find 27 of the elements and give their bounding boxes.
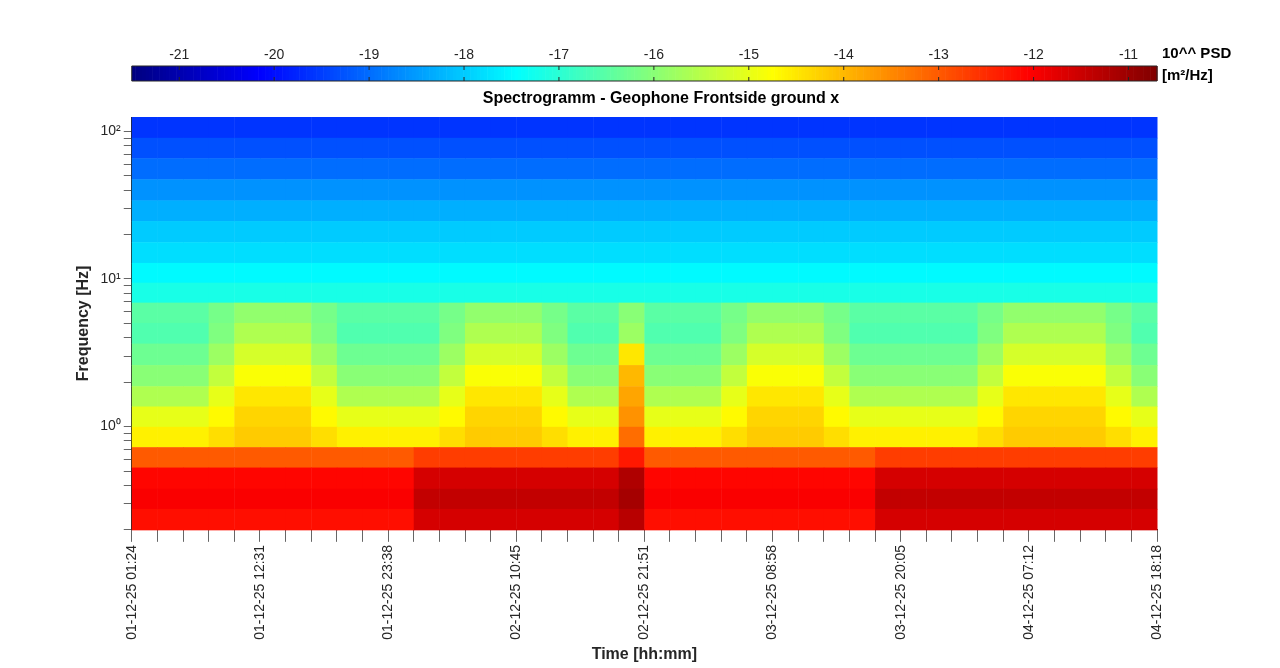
x-tick-label: 01-12-25 01:24: [122, 544, 139, 640]
color-bar-label: -16: [643, 45, 665, 62]
color-bar-label: -12: [1023, 45, 1044, 62]
color-bar-label: -20: [264, 45, 285, 62]
color-bar-label: -11: [1118, 45, 1139, 62]
color-bar-label: -21: [169, 45, 190, 62]
x-tick-label: 04-12-25 18:18: [1147, 544, 1164, 640]
color-bar-label: -13: [928, 45, 949, 62]
x-tick-label: 03-12-25 08:58: [763, 544, 780, 640]
color-bar-label: -19: [358, 45, 380, 62]
y-tick-label: 10²: [100, 122, 122, 139]
x-tick-label: 04-12-25 07:12: [1019, 544, 1036, 640]
color-bar-label: -18: [453, 45, 475, 62]
x-axis-title: Time [hh:mm]: [591, 644, 698, 662]
color-bar-title: 10^^ PSD [m²/Hz]: [1162, 43, 1233, 85]
color-bar-label: -17: [548, 45, 570, 62]
x-tick-label: 03-12-25 20:05: [891, 544, 908, 640]
y-tick-label: 10⁰: [100, 417, 121, 434]
color-bar-label: -15: [738, 45, 760, 62]
x-tick-label: 02-12-25 10:45: [507, 544, 524, 640]
x-tick-label: 02-12-25 21:51: [635, 544, 652, 640]
x-tick-label: 01-12-25 23:38: [379, 544, 396, 640]
x-tick-label: 01-12-25 12:31: [250, 544, 267, 640]
color-bar-label: -14: [833, 45, 855, 62]
y-tick-label: 10¹: [100, 269, 122, 286]
chart-title: Spectrogramm - Geophone Frontside ground x: [481, 89, 841, 107]
y-axis-title: Frequency [Hz]: [74, 265, 92, 382]
